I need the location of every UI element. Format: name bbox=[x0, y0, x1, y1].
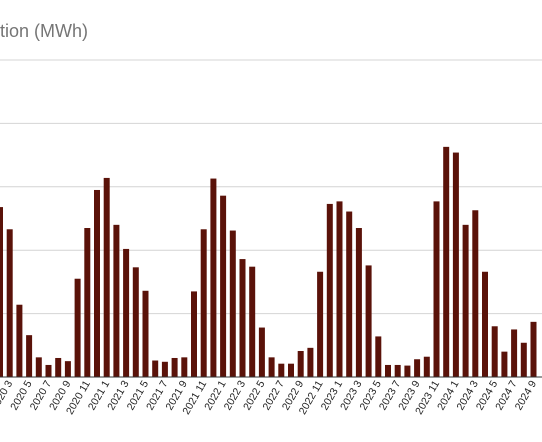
bar-2022-6 bbox=[268, 357, 275, 377]
bar-2021-6 bbox=[152, 360, 159, 377]
bar-2024-1 bbox=[452, 152, 459, 377]
bar-2024-6 bbox=[501, 351, 508, 377]
bar-2021-8 bbox=[171, 357, 178, 377]
bar-2024-5 bbox=[491, 326, 498, 377]
bar-2022-7 bbox=[278, 363, 285, 377]
bar-2023-2 bbox=[346, 211, 353, 377]
bar-2024-7 bbox=[511, 329, 518, 377]
bar-2020-11 bbox=[84, 228, 91, 377]
bar-2020-5 bbox=[26, 335, 33, 377]
bar-2022-9 bbox=[297, 351, 304, 377]
bar-2020-10 bbox=[74, 278, 81, 377]
gridlines bbox=[0, 59, 542, 315]
bar-2021-7 bbox=[161, 361, 168, 377]
bar-2021-4 bbox=[132, 267, 139, 377]
bar-2022-1 bbox=[220, 195, 227, 377]
bar-2023-12 bbox=[443, 146, 450, 377]
bar-2020-7 bbox=[45, 364, 52, 377]
bar-2021-11 bbox=[200, 229, 207, 377]
bar-2024-3 bbox=[472, 210, 479, 377]
bar-2021-12 bbox=[210, 178, 217, 377]
bar-2022-4 bbox=[249, 266, 256, 377]
bar-2020-9 bbox=[64, 361, 71, 377]
bar-2021-9 bbox=[181, 357, 188, 377]
bar-2023-6 bbox=[385, 364, 391, 377]
bar-2021-5 bbox=[142, 290, 149, 377]
bar-2021-2 bbox=[113, 224, 120, 377]
bar-2022-3 bbox=[239, 259, 246, 377]
bar-2023-4 bbox=[365, 265, 372, 377]
bar-2023-9 bbox=[414, 359, 421, 377]
bar-2021-1 bbox=[103, 177, 110, 377]
bar-2023-11 bbox=[433, 201, 440, 377]
bar-2024-9 bbox=[530, 321, 537, 377]
bar-2023-3 bbox=[355, 228, 362, 377]
bar-2020-4 bbox=[16, 304, 23, 377]
bars bbox=[0, 146, 537, 377]
bar-2022-8 bbox=[288, 363, 294, 377]
bar-2022-11 bbox=[317, 271, 324, 377]
bar-2022-2 bbox=[229, 230, 236, 377]
bar-2024-4 bbox=[482, 271, 488, 377]
bar-2023-8 bbox=[404, 365, 411, 377]
bar-2022-5 bbox=[258, 327, 265, 377]
bar-2020-3 bbox=[6, 229, 13, 377]
bar-2020-6 bbox=[35, 357, 42, 377]
bar-2022-10 bbox=[307, 347, 314, 377]
bar-2024-8 bbox=[520, 342, 527, 377]
bar-2024-2 bbox=[462, 224, 469, 377]
bar-2021-3 bbox=[123, 248, 130, 377]
bar-2023-1 bbox=[336, 201, 343, 377]
bar-2023-7 bbox=[394, 364, 401, 377]
bar-2021-10 bbox=[191, 291, 197, 377]
bar-2020-12 bbox=[94, 189, 100, 377]
bar-2023-5 bbox=[375, 336, 382, 377]
bar-2022-12 bbox=[326, 203, 333, 377]
chart-title: tion (MWh) bbox=[0, 21, 88, 41]
bar-2023-10 bbox=[423, 356, 430, 377]
bar-2020-8 bbox=[55, 357, 62, 377]
bar-2020-2 bbox=[0, 207, 3, 377]
